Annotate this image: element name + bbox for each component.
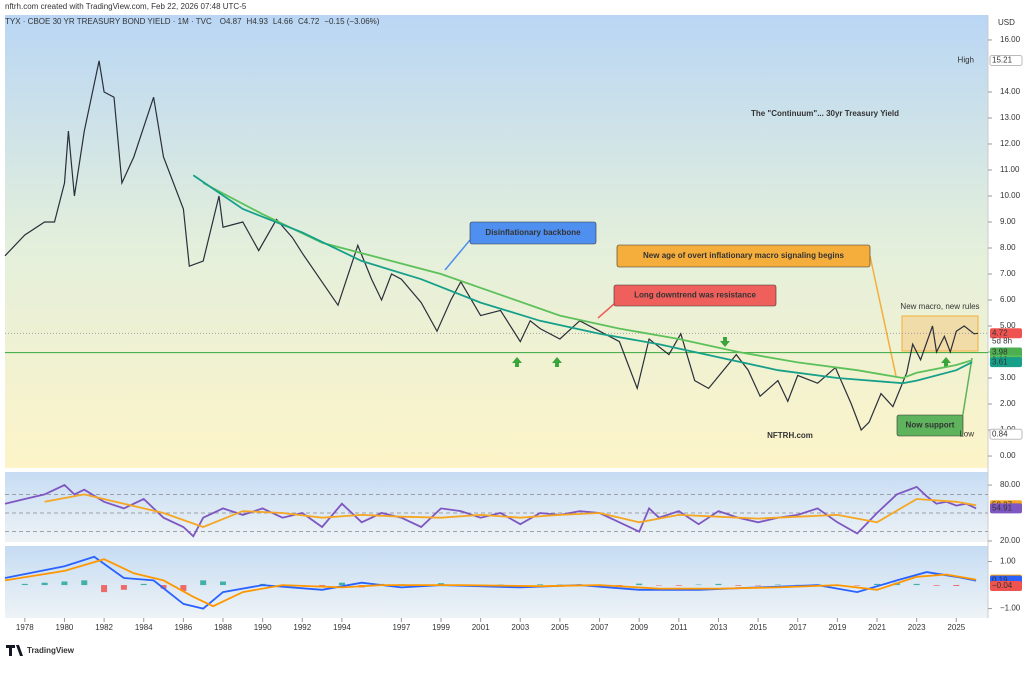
histogram-bar	[141, 584, 147, 585]
x-tick-label: 1997	[392, 623, 410, 632]
x-tick-label: 2021	[868, 623, 886, 632]
y-tick-label: 6.00	[1000, 295, 1016, 304]
y-tick-label: −1.00	[1000, 604, 1021, 613]
x-tick-label: 2005	[551, 623, 569, 632]
ohlc-value: 4.93	[252, 17, 268, 26]
macd-pane	[5, 546, 988, 618]
price-badge-label: 15.21	[992, 56, 1013, 65]
price-badge-label: −0.04	[992, 581, 1013, 590]
price-badge-label: 54.91	[992, 504, 1013, 513]
brand: TradingView	[27, 646, 75, 655]
y-tick-label: 0.00	[1000, 451, 1016, 460]
y-tick-label: 2.00	[1000, 399, 1016, 408]
x-tick-label: 1992	[293, 623, 311, 632]
change: −0.15 (−3.06%)	[324, 17, 379, 26]
histogram-bar	[914, 584, 920, 585]
histogram-bar	[339, 583, 345, 585]
histogram-bar	[121, 585, 127, 590]
x-tick-label: 1986	[174, 623, 192, 632]
x-tick-label: 1978	[16, 623, 34, 632]
credit: nftrh.com created with TradingView.com, …	[5, 2, 247, 11]
badge-tag: High	[958, 56, 974, 65]
histogram-bar	[101, 585, 107, 592]
countdown: 5d 8h	[992, 336, 1012, 345]
histogram-bar	[953, 585, 959, 586]
x-tick-label: 2023	[908, 623, 926, 632]
histogram-bar	[636, 584, 642, 585]
y-tick-label: 14.00	[1000, 87, 1021, 96]
histogram-bar	[81, 580, 87, 585]
y-tick-label: 20.00	[1000, 536, 1021, 545]
x-tick-label: 1990	[254, 623, 272, 632]
ohlc-value: 4.72	[304, 17, 320, 26]
y-tick-label: 10.00	[1000, 191, 1021, 200]
callout-text: New age of overt inflationary macro sign…	[643, 251, 844, 260]
x-tick-label: 2019	[828, 623, 846, 632]
x-tick-label: 2025	[947, 623, 965, 632]
histogram-bar	[22, 584, 28, 585]
x-tick-label: 1994	[333, 623, 351, 632]
histogram-bar	[42, 583, 48, 585]
histogram-bar	[735, 585, 741, 586]
ohlc-value: 4.66	[277, 17, 293, 26]
x-tick-label: 2011	[670, 623, 688, 632]
histogram-bar	[200, 580, 206, 585]
y-tick-label: 7.00	[1000, 269, 1016, 278]
x-tick-label: 1999	[432, 623, 450, 632]
histogram-bar	[933, 585, 939, 586]
y-tick-label: 11.00	[1000, 165, 1020, 174]
badge-tag: Low	[959, 429, 974, 438]
annotation-text: New macro, new rules	[900, 302, 979, 311]
x-tick-label: 2017	[789, 623, 807, 632]
x-tick-label: 1988	[214, 623, 232, 632]
callout-text: Long downtrend was resistance	[634, 291, 756, 300]
x-tick-label: 2009	[630, 623, 648, 632]
annotation-text: NFTRH.com	[767, 431, 813, 440]
x-tick-label: 1984	[135, 623, 153, 632]
histogram-bar	[715, 584, 721, 585]
callout-text: Disinflationary backbone	[485, 228, 581, 237]
y-tick-label: 1.00	[1000, 557, 1016, 566]
histogram-bar	[676, 585, 682, 586]
y-tick-label: 80.00	[1000, 480, 1021, 489]
ohlc-value: 4.87	[226, 17, 242, 26]
y-tick-label: 12.00	[1000, 139, 1021, 148]
x-tick-label: 2003	[511, 623, 529, 632]
y-tick-label: 8.00	[1000, 243, 1016, 252]
y-tick-label: 3.00	[1000, 373, 1016, 382]
x-tick-label: 2007	[591, 623, 609, 632]
histogram-bar	[61, 582, 67, 586]
x-tick-label: 2001	[472, 623, 490, 632]
price-badge-label: 0.84	[992, 429, 1008, 438]
histogram-bar	[220, 582, 226, 586]
symbol: TYX · CBOE 30 YR TREASURY BOND YIELD · 1…	[5, 17, 212, 26]
currency: USD	[998, 18, 1015, 27]
x-tick-label: 1980	[56, 623, 74, 632]
histogram-bar	[537, 584, 543, 585]
x-tick-label: 2013	[710, 623, 728, 632]
price-badge-label: 3.61	[992, 357, 1008, 366]
callout-text: Now support	[906, 421, 955, 430]
y-tick-label: 13.00	[1000, 113, 1021, 122]
annotation-text: The "Continuum"... 30yr Treasury Yield	[751, 109, 899, 118]
y-tick-label: 9.00	[1000, 217, 1016, 226]
x-tick-label: 2015	[749, 623, 767, 632]
y-tick-label: 16.00	[1000, 35, 1021, 44]
brand-logo	[6, 645, 23, 656]
x-tick-label: 1982	[95, 623, 113, 632]
